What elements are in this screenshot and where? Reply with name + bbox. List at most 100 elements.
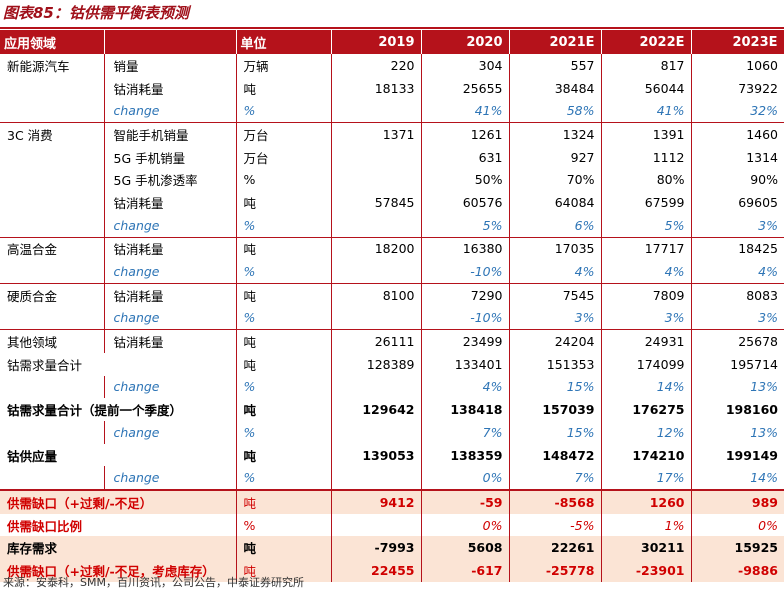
table-cell: 供需缺口比例 [7, 518, 83, 534]
table-cell [330, 99, 421, 124]
table-cell [0, 213, 104, 238]
table-cell: 7545 [508, 283, 601, 307]
table-cell: % [235, 466, 331, 492]
table-cell: 5G 手机渗透率 [103, 168, 236, 192]
table-cell: 钴供应量 [7, 448, 58, 464]
header-cell-1 [104, 30, 237, 54]
header-cell-5: 2021E [509, 30, 602, 54]
table-cell: 14% [690, 466, 784, 492]
table-cell: -8568 [508, 490, 601, 514]
table-cell: % [235, 513, 331, 537]
table-cell: 钴需求量合计（提前一个季度） [7, 403, 183, 419]
table-cell: 吨 [235, 398, 331, 421]
table-cell: 90% [690, 168, 784, 192]
table-cell: 18133 [330, 76, 421, 100]
table-cell: 25678 [690, 329, 784, 353]
table-cell [330, 375, 421, 399]
table-cell: % [235, 168, 331, 192]
table-cell: 吨 [235, 443, 331, 467]
table-cell: 1324 [508, 122, 601, 146]
table-cell: 304 [420, 54, 509, 77]
table-cell [330, 260, 421, 284]
table-cell: 钴消耗量 [103, 283, 236, 307]
table-cell [0, 260, 104, 284]
table-cell: 138418 [420, 398, 509, 421]
table-cell: 吨 [235, 283, 331, 307]
table-cell: change [103, 213, 236, 238]
table-cell: 58% [508, 99, 601, 124]
table-cell: 927 [508, 145, 601, 169]
table-cell: 吨 [235, 559, 331, 582]
table-cell: -7993 [330, 536, 421, 560]
table-cell: 138359 [420, 443, 509, 467]
table-cell: 133401 [420, 352, 509, 376]
table-cell: 3% [690, 213, 784, 238]
table-cell: 新能源汽车 [7, 58, 70, 74]
table-cell: 157039 [508, 398, 601, 421]
table-cell: 64084 [508, 191, 601, 214]
table-cell: -10% [420, 306, 509, 331]
table-cell [0, 376, 104, 399]
table-cell: -25778 [508, 559, 601, 582]
table-cell: 15925 [690, 536, 784, 560]
table-row: change% 0% 7% 17% 14% [0, 466, 784, 492]
table-cell: -617 [420, 559, 509, 582]
table-cell [330, 306, 421, 331]
table-cell [330, 213, 421, 238]
table-row: 其他领域 钴消耗量吨 26111 23499 24204 24931 25678 [0, 329, 784, 353]
table-row: 供需缺口（+过剩/-不足）吨 9412 -59 -8568 1260 989 [0, 490, 784, 514]
table-row: 钴消耗量吨 18133 25655 38484 56044 73922 [0, 76, 784, 100]
table-row: change% 41% 58% 41% 32% [0, 99, 784, 124]
table-cell: -9886 [690, 559, 784, 582]
table-cell: 30211 [600, 536, 691, 560]
table-cell: 151353 [508, 352, 601, 376]
table-cell: -10% [420, 260, 509, 284]
header-cell-4: 2020 [421, 30, 510, 54]
table-cell: 吨 [235, 237, 331, 261]
table-row: 库存需求吨 -7993 5608 22261 30211 15925 [0, 536, 784, 560]
table-cell: 69605 [690, 191, 784, 214]
table-cell: 32% [690, 99, 784, 124]
table-cell: 128389 [330, 352, 421, 376]
table-cell: 钴消耗量 [103, 191, 236, 214]
table-cell [0, 146, 104, 169]
table-row: 钴需求量合计（提前一个季度） 吨 129642 138418 157039 176275 1… [0, 398, 784, 421]
table-cell: 13% [690, 421, 784, 444]
table-cell: 8100 [330, 283, 421, 307]
table-cell: 3% [508, 306, 601, 331]
table-row: 钴需求量合计 吨 128389 133401 151353 174099 195714 [0, 352, 784, 376]
table-cell: 25655 [420, 76, 509, 100]
table-cell: 3% [600, 306, 691, 331]
table-cell: 3C 消费 [7, 127, 53, 143]
header-cell-7: 2023E [691, 30, 784, 54]
table-cell: 198160 [690, 398, 784, 421]
table-cell: 1391 [600, 122, 691, 146]
table-cell [330, 421, 421, 444]
table-cell: -5% [508, 513, 601, 537]
table-cell: 智能手机销量 [103, 122, 236, 146]
table-cell: 17035 [508, 237, 601, 261]
table-cell: 631 [420, 145, 509, 169]
table-cell: 吨 [235, 536, 331, 560]
table-cell: 钴消耗量 [103, 76, 236, 100]
table-cell: 8083 [690, 283, 784, 307]
table-cell: 15% [508, 421, 601, 444]
table-cell: -23901 [600, 559, 691, 582]
table-row: 5G 手机渗透率% 50% 70% 80% 90% [0, 168, 784, 192]
table-cell: % [235, 99, 331, 124]
table-body: 新能源汽车 销量 万辆 220 304 557 817 1060 钴消耗量吨 18133 25655… [0, 54, 784, 582]
table-cell: 4% [420, 375, 509, 399]
table-cell: 0% [690, 513, 784, 537]
table-cell: 18200 [330, 237, 421, 261]
table-cell: 22455 [330, 559, 421, 582]
table-cell: 0% [420, 513, 509, 537]
table-row: 钴供应量 吨 139053 138359 148472 174210 199149 [0, 443, 784, 467]
table-cell: 1261 [420, 122, 509, 146]
table-cell: 23499 [420, 329, 509, 353]
table-row: 供需缺口比例% 0% -5% 1% 0% [0, 513, 784, 537]
title-rule [0, 27, 784, 29]
table-cell: % [235, 306, 331, 331]
table-row: change% -10% 4% 4% 4% [0, 260, 784, 284]
table-cell: % [235, 260, 331, 284]
